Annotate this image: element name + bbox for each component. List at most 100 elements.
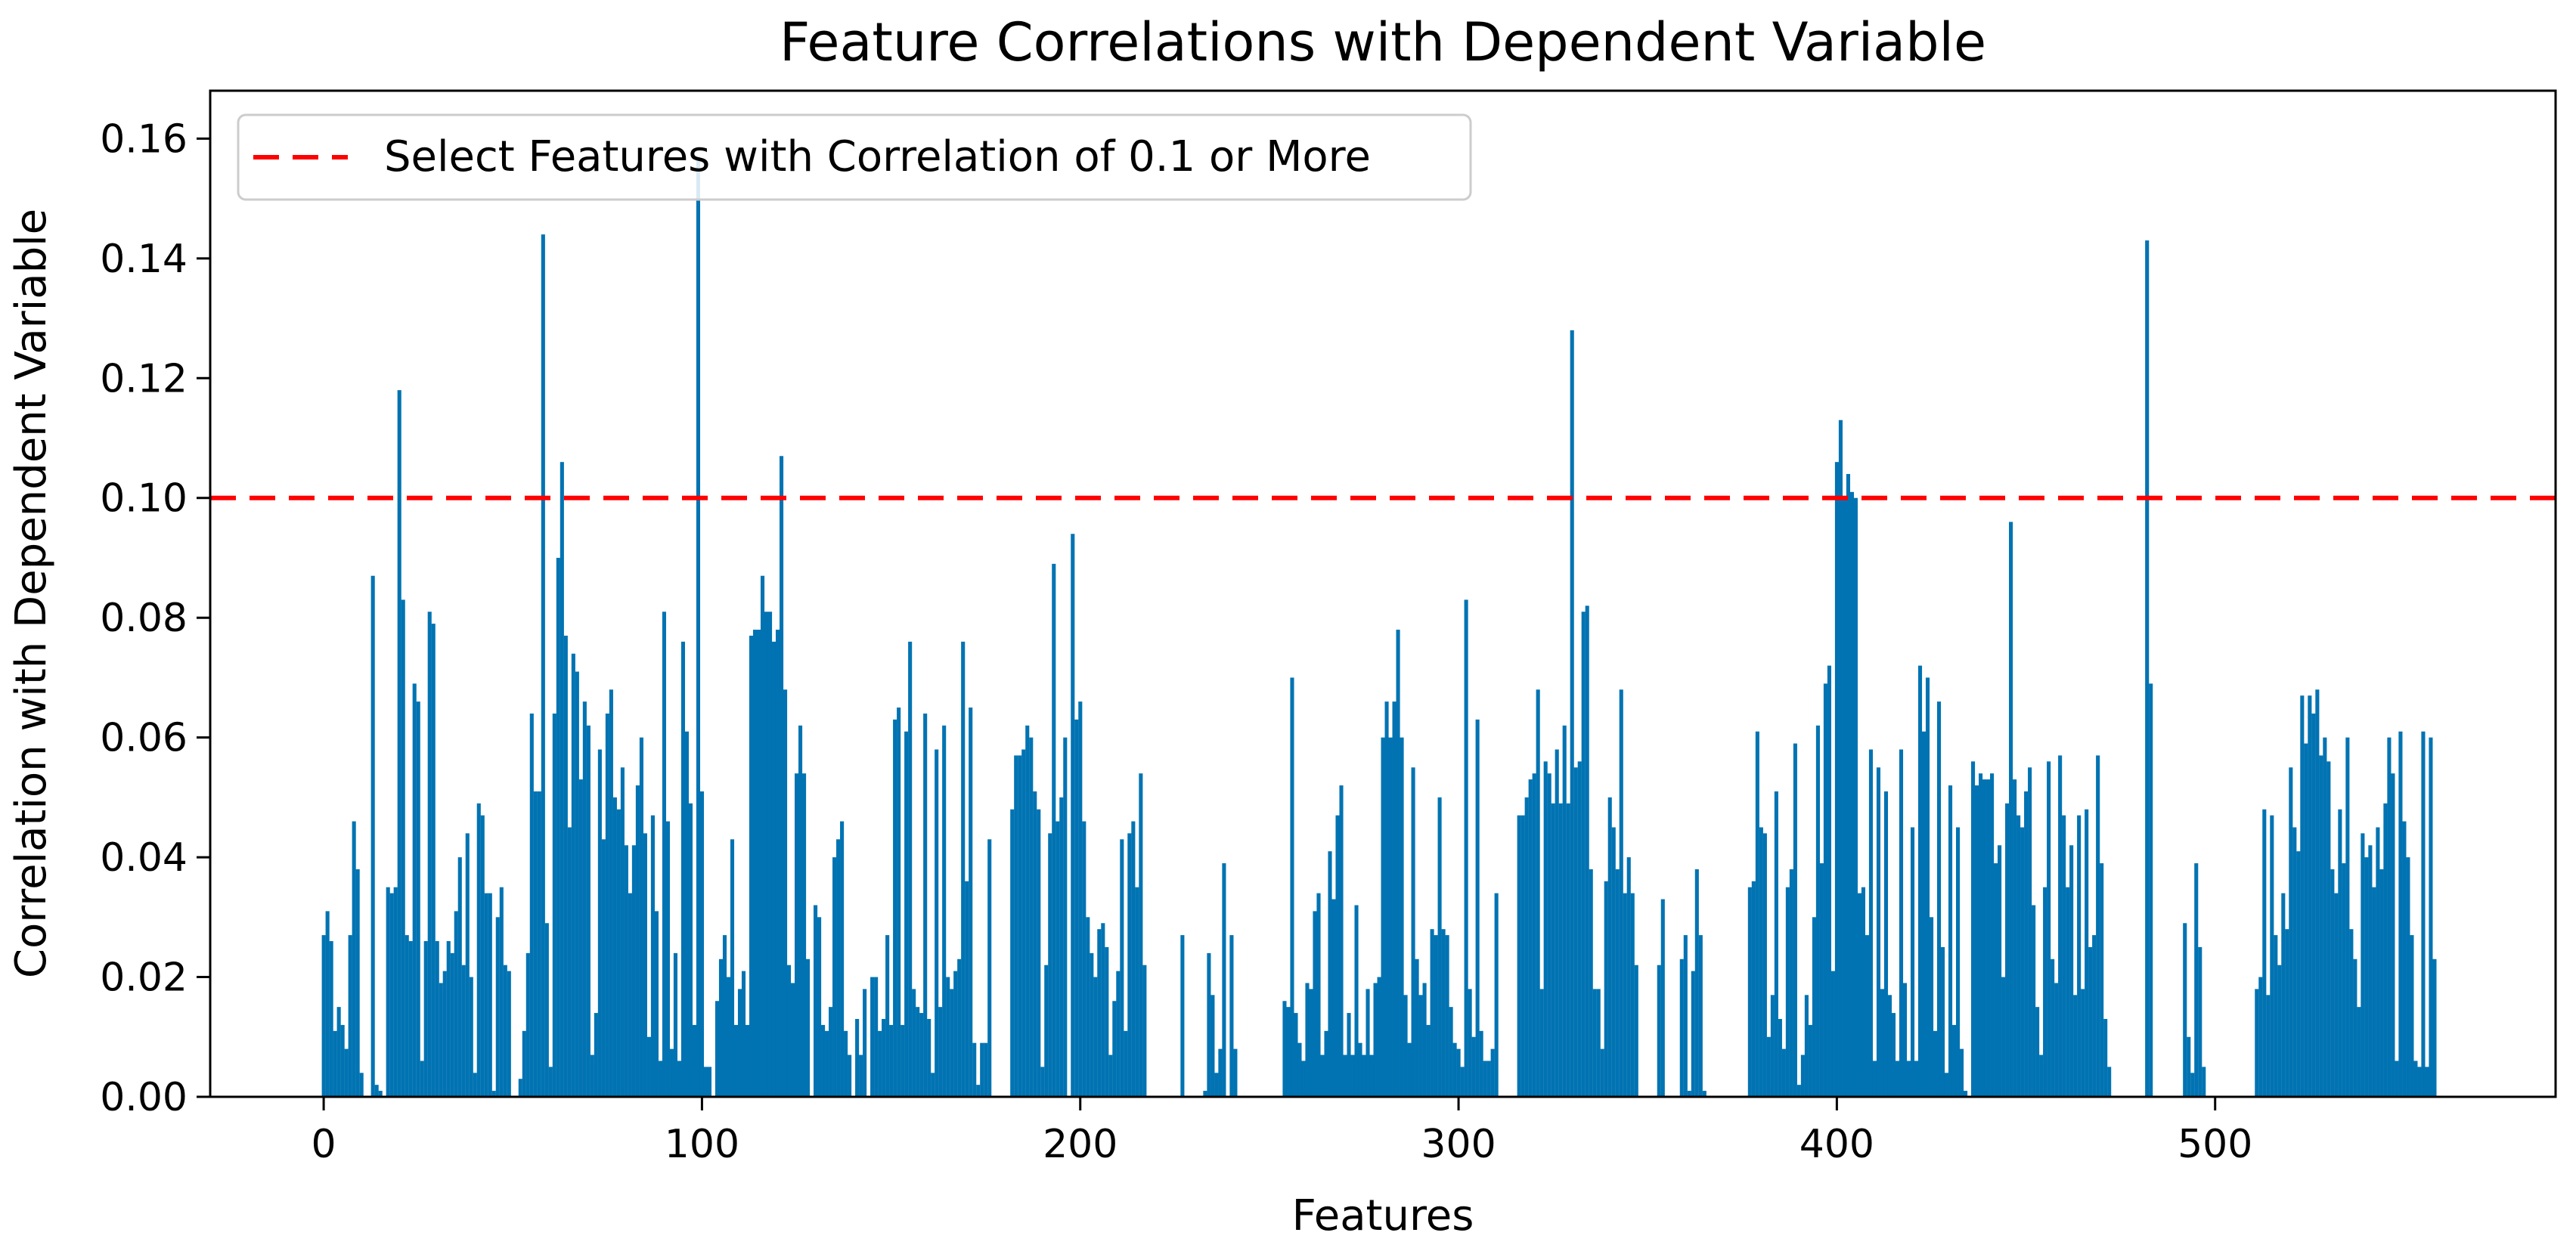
bar	[1059, 797, 1064, 1097]
bar	[2069, 845, 2074, 1097]
bar	[662, 612, 666, 1097]
bar	[1400, 737, 1404, 1097]
bar	[927, 1019, 932, 1097]
y-axis-label: Correlation with Dependent Variable	[7, 209, 56, 978]
bar	[931, 1073, 935, 1097]
bar	[840, 821, 845, 1097]
bar	[791, 983, 795, 1097]
bar	[1770, 995, 1775, 1097]
bar	[567, 827, 572, 1097]
bar	[2395, 1061, 2399, 1097]
bar	[1657, 965, 1661, 1097]
bar	[1218, 1048, 1223, 1097]
bar	[844, 1030, 848, 1097]
bar	[1294, 1013, 1298, 1097]
bar	[878, 1030, 882, 1097]
bar	[650, 815, 655, 1097]
bar	[806, 958, 811, 1097]
bar	[1532, 773, 1536, 1097]
bar	[821, 1024, 826, 1097]
bar	[677, 1061, 681, 1097]
bar	[1127, 833, 1132, 1097]
bar	[2413, 1061, 2418, 1097]
bar	[1116, 971, 1121, 1098]
bar	[488, 893, 492, 1097]
bar	[2402, 821, 2407, 1097]
bar	[2145, 240, 2150, 1097]
bar-series	[321, 156, 2437, 1098]
bar	[950, 989, 954, 1097]
bar	[1679, 958, 1684, 1097]
bar	[597, 749, 602, 1097]
bar	[658, 1061, 662, 1097]
bar	[1464, 599, 1468, 1097]
bar	[1434, 935, 1438, 1097]
bar	[1971, 761, 1976, 1097]
bar	[696, 156, 701, 1097]
bar	[1944, 1073, 1949, 1097]
bar	[1207, 952, 1211, 1097]
bar	[1975, 785, 1979, 1097]
bar	[699, 791, 705, 1097]
bar	[1634, 965, 1638, 1097]
bar	[1422, 983, 1427, 1097]
bar	[1959, 1048, 1964, 1097]
bar	[1025, 725, 1030, 1097]
bar	[1426, 1024, 1431, 1097]
bar	[2054, 983, 2059, 1097]
bar	[1838, 420, 1843, 1097]
y-tick-label: 0.08	[100, 596, 188, 641]
bar	[1910, 827, 1915, 1097]
bar	[1086, 917, 1090, 1097]
bar	[416, 701, 420, 1097]
bar	[473, 1073, 477, 1097]
bar	[1335, 815, 1340, 1097]
bar	[624, 845, 628, 1097]
bar	[1551, 803, 1555, 1097]
bar	[2277, 965, 2282, 1097]
bar	[408, 941, 413, 1097]
bar	[1994, 863, 1998, 1097]
bar	[2315, 689, 2320, 1097]
bar	[1800, 1054, 1805, 1097]
bar	[503, 965, 507, 1097]
bar	[1951, 1024, 1957, 1097]
bar	[590, 1054, 594, 1097]
legend: Select Features with Correlation of 0.1 …	[237, 113, 1472, 201]
bar	[2274, 935, 2278, 1097]
bar	[442, 971, 447, 1098]
bar	[897, 708, 901, 1097]
bar	[628, 893, 632, 1097]
bar	[578, 779, 583, 1097]
bar	[2353, 958, 2357, 1097]
bar	[1917, 665, 1923, 1097]
bar	[1490, 1048, 1495, 1097]
bar	[771, 641, 777, 1097]
bar	[522, 1030, 526, 1097]
bar	[1018, 755, 1022, 1097]
bar	[1048, 833, 1052, 1097]
bar	[1964, 1091, 1968, 1097]
bar	[586, 725, 591, 1097]
bar	[2330, 869, 2335, 1097]
bar	[1759, 827, 1763, 1097]
bar	[1142, 965, 1147, 1097]
bar	[1804, 995, 1809, 1097]
bar	[563, 635, 568, 1097]
bar	[901, 1024, 905, 1097]
bar	[1558, 803, 1563, 1097]
bar	[730, 839, 735, 1097]
x-tick-label: 300	[1421, 1122, 1496, 1167]
bar	[654, 911, 659, 1097]
bar	[476, 803, 481, 1097]
bar	[1585, 605, 1589, 1097]
bar	[1755, 731, 1759, 1097]
bar	[1211, 995, 1215, 1097]
bar	[2334, 893, 2339, 1097]
y-tick-label: 0.02	[100, 955, 188, 1001]
bar	[469, 977, 473, 1097]
bar	[1373, 983, 1378, 1097]
bar	[616, 809, 621, 1097]
bar	[817, 917, 822, 1097]
bar	[2304, 743, 2308, 1097]
